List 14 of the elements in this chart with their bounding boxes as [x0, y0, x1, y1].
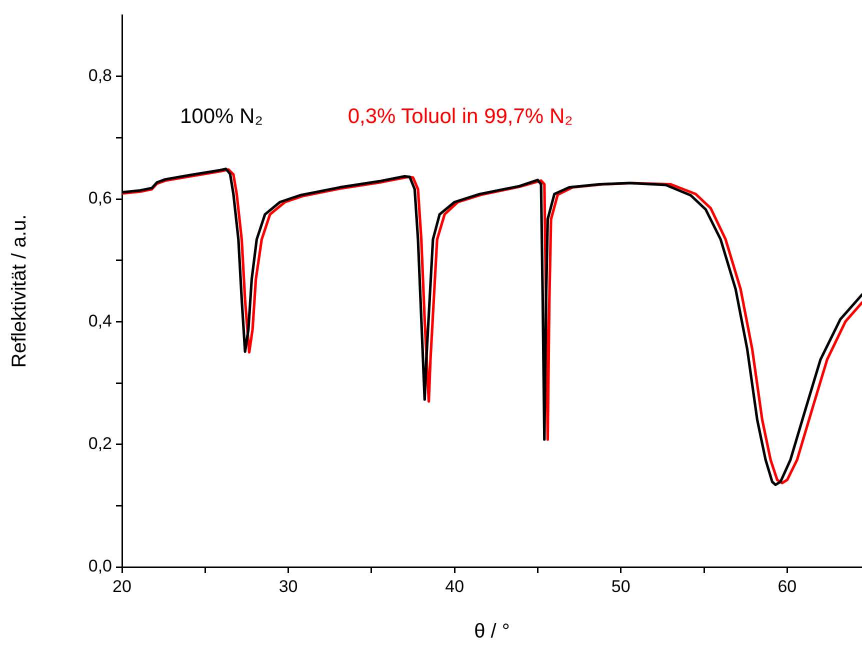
x-tick-label: 30 [278, 576, 298, 596]
y-tick-label: 0,6 [88, 188, 112, 208]
x-tick-label: 60 [778, 576, 797, 596]
text: 0,3% Toluol in 99,7% N₂ [348, 105, 573, 128]
text: 100% N₂ [180, 105, 263, 128]
y-tick-label: 0,8 [88, 66, 112, 86]
y-tick-label: 0,2 [88, 434, 112, 454]
x-tick-label: 20 [112, 576, 132, 596]
x-tick-label: 50 [611, 576, 630, 596]
y-axis-title: Reflektivität / a.u. [8, 214, 31, 368]
y-tick-label: 0,4 [88, 311, 112, 330]
y-tick-label: 0,0 [88, 556, 112, 576]
x-axis-title: θ / ° [474, 620, 510, 643]
x-tick-label: 40 [445, 576, 464, 596]
